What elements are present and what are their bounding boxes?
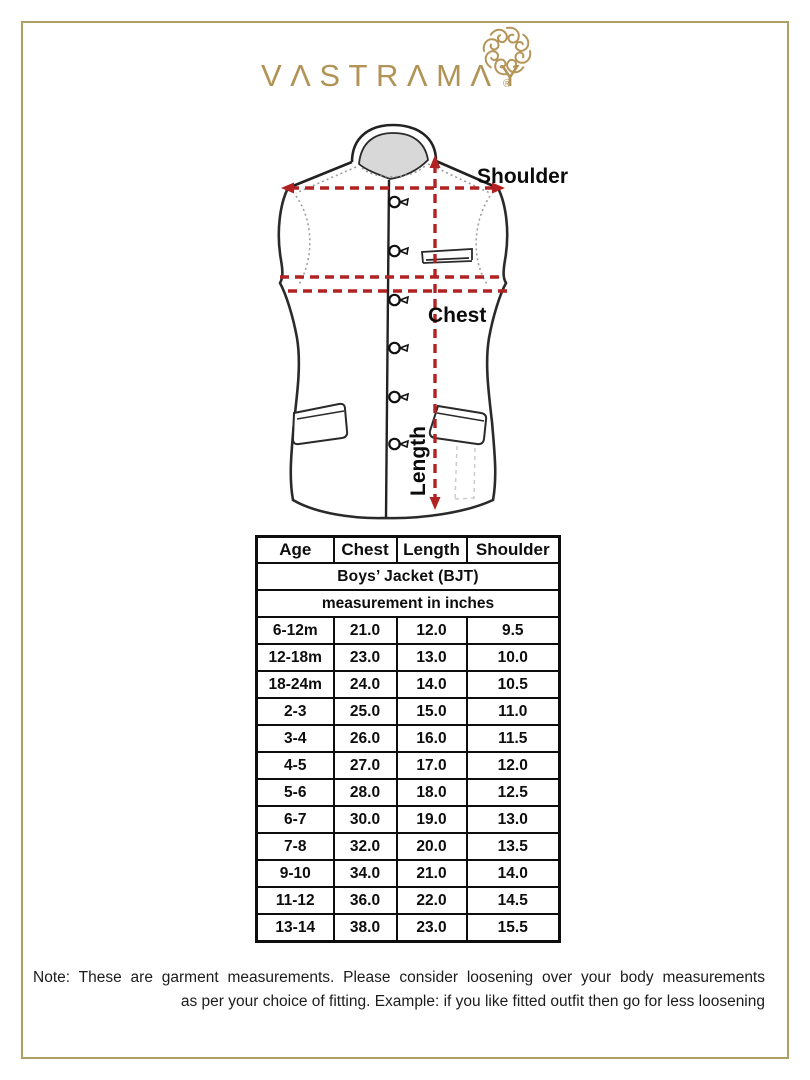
table-title: Boys’ Jacket (BJT) <box>255 562 561 591</box>
age-cell: 6-7 <box>255 805 335 834</box>
table-row: 9-10 34.0 21.0 14.0 <box>255 859 561 888</box>
unit-note: measurement in inches <box>255 589 561 618</box>
stitch-lines <box>295 163 491 287</box>
chest-pocket <box>421 248 473 264</box>
age-cell: 6-12m <box>255 616 335 645</box>
value-cell: 15.0 <box>395 697 468 726</box>
value-cell: 13.0 <box>395 643 468 672</box>
value-cell: 36.0 <box>332 886 398 915</box>
value-cell: 23.0 <box>332 643 398 672</box>
value-cell: 12.5 <box>465 778 561 807</box>
value-cell: 14.0 <box>395 670 468 699</box>
value-cell: 22.0 <box>395 886 468 915</box>
value-cell: 16.0 <box>395 724 468 753</box>
column-header: Length <box>395 535 468 564</box>
value-cell: 15.5 <box>465 913 561 943</box>
jacket-measurement-diagram: Shoulder Chest Length <box>277 123 568 520</box>
table-unit-row: measurement in inches <box>255 589 561 618</box>
value-cell: 11.5 <box>465 724 561 753</box>
table-row: 11-12 36.0 22.0 14.5 <box>255 886 561 915</box>
brand-logo: VΛSTRΛMΛY <box>261 58 529 93</box>
note-line-1: Note: These are garment measurements. Pl… <box>33 969 765 986</box>
table-row: 5-6 28.0 18.0 12.5 <box>255 778 561 807</box>
value-cell: 14.0 <box>465 859 561 888</box>
column-header: Age <box>255 535 335 564</box>
size-table-body: 6-12m 21.0 12.0 9.5 12-18m 23.0 13.0 10.0 18-24m… <box>255 616 561 943</box>
value-cell: 17.0 <box>395 751 468 780</box>
registered-trademark-symbol: ® <box>503 78 512 90</box>
age-cell: 18-24m <box>255 670 335 699</box>
age-cell: 5-6 <box>255 778 335 807</box>
shoulder-label: Shoulder <box>477 165 568 188</box>
value-cell: 30.0 <box>332 805 398 834</box>
age-cell: 3-4 <box>255 724 335 753</box>
table-row: 3-4 26.0 16.0 11.5 <box>255 724 561 753</box>
garment-note: Note: These are garment measurements. Pl… <box>33 966 765 1014</box>
table-row: 6-7 30.0 19.0 13.0 <box>255 805 561 834</box>
value-cell: 19.0 <box>395 805 468 834</box>
button-row <box>388 195 410 451</box>
column-header: Shoulder <box>465 535 561 564</box>
value-cell: 13.0 <box>465 805 561 834</box>
value-cell: 12.0 <box>465 751 561 780</box>
table-row: 2-3 25.0 15.0 11.0 <box>255 697 561 726</box>
table-row: 13-14 38.0 23.0 15.5 <box>255 913 561 943</box>
value-cell: 20.0 <box>395 832 468 861</box>
value-cell: 14.5 <box>465 886 561 915</box>
table-row: 12-18m 23.0 13.0 10.0 <box>255 643 561 672</box>
size-chart-table: Boys’ Jacket (BJT) measurement in inches… <box>255 535 561 943</box>
table-row: 18-24m 24.0 14.0 10.5 <box>255 670 561 699</box>
age-cell: 4-5 <box>255 751 335 780</box>
value-cell: 11.0 <box>465 697 561 726</box>
table-row: 6-12m 21.0 12.0 9.5 <box>255 616 561 645</box>
value-cell: 12.0 <box>395 616 468 645</box>
collar-outline <box>350 123 438 163</box>
age-cell: 7-8 <box>255 832 335 861</box>
age-cell: 11-12 <box>255 886 335 915</box>
value-cell: 18.0 <box>395 778 468 807</box>
value-cell: 27.0 <box>332 751 398 780</box>
value-cell: 38.0 <box>332 913 398 943</box>
value-cell: 21.0 <box>332 616 398 645</box>
floral-ornament-icon <box>481 25 533 77</box>
front-placket-line <box>384 179 391 518</box>
value-cell: 9.5 <box>465 616 561 645</box>
value-cell: 26.0 <box>332 724 398 753</box>
value-cell: 24.0 <box>332 670 398 699</box>
value-cell: 32.0 <box>332 832 398 861</box>
value-cell: 21.0 <box>395 859 468 888</box>
value-cell: 23.0 <box>395 913 468 943</box>
note-line-2: as per your choice of fitting. Example: … <box>180 993 765 1010</box>
value-cell: 10.0 <box>465 643 561 672</box>
chest-label: Chest <box>428 304 486 327</box>
value-cell: 10.5 <box>465 670 561 699</box>
age-cell: 12-18m <box>255 643 335 672</box>
table-row: 7-8 32.0 20.0 13.5 <box>255 832 561 861</box>
table-title-row: Boys’ Jacket (BJT) <box>255 562 561 591</box>
column-header: Chest <box>332 535 398 564</box>
value-cell: 25.0 <box>332 697 398 726</box>
value-cell: 28.0 <box>332 778 398 807</box>
shoulder-seams <box>287 159 499 190</box>
waist-pockets <box>291 402 488 446</box>
size-table-header-row: Age Chest Length Shoulder <box>255 535 561 564</box>
length-label: Length <box>407 426 430 496</box>
measurement-lines <box>280 164 508 502</box>
age-cell: 9-10 <box>255 859 335 888</box>
age-cell: 13-14 <box>255 913 335 943</box>
pocket-bag-dashed <box>454 445 476 500</box>
table-row: 4-5 27.0 17.0 12.0 <box>255 751 561 780</box>
collar-inside <box>358 132 429 180</box>
value-cell: 13.5 <box>465 832 561 861</box>
measurement-arrowheads <box>281 155 505 510</box>
value-cell: 34.0 <box>332 859 398 888</box>
age-cell: 2-3 <box>255 697 335 726</box>
